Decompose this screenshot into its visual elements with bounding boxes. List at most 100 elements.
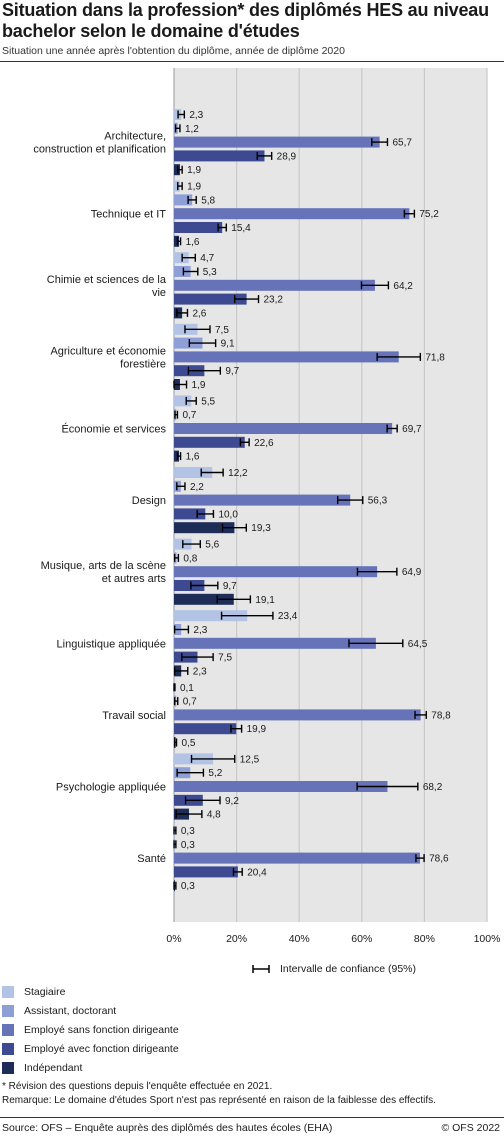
data-label: 5,2	[208, 768, 222, 779]
chart-title: Situation dans la profession* des diplôm…	[2, 0, 489, 41]
data-label: 64,5	[408, 639, 428, 650]
data-label: 5,6	[205, 540, 219, 551]
data-label: 0,7	[182, 410, 196, 421]
bar	[174, 208, 410, 220]
data-label: 1,9	[187, 165, 201, 176]
ci-whisker-icon	[252, 965, 270, 973]
bar	[174, 508, 206, 520]
bar	[174, 593, 234, 605]
data-label: 19,1	[255, 595, 275, 606]
data-label: 0,8	[183, 553, 197, 564]
data-label: 2,2	[190, 482, 204, 493]
data-label: 0,1	[180, 683, 194, 694]
data-label: 15,4	[231, 223, 251, 234]
data-label: 10,0	[218, 509, 238, 520]
bar	[174, 222, 223, 233]
bar	[174, 494, 351, 506]
legend-swatch	[2, 1043, 14, 1055]
data-label: 78,8	[431, 710, 451, 721]
legend-label: Indépendant	[24, 1062, 83, 1074]
legend-label: Employé sans fonction dirigeante	[24, 1024, 179, 1036]
category-label: vie	[152, 287, 166, 299]
data-label: 7,5	[215, 325, 229, 336]
x-tick-label: 0%	[166, 933, 181, 945]
bar	[174, 279, 375, 291]
data-label: 78,6	[429, 854, 449, 865]
data-label: 2,6	[192, 308, 206, 319]
bar-chart: 0% 20% 40% 60% 80% 100% Architecture,construct…	[33, 68, 500, 945]
category-label: Musique, arts de la scène	[41, 560, 166, 572]
data-label: 1,2	[185, 124, 199, 135]
data-label: 9,2	[225, 796, 239, 807]
legend-label: Assistant, doctorant	[24, 1005, 117, 1017]
data-label: 64,9	[402, 567, 422, 578]
bar	[174, 180, 180, 192]
bar	[174, 522, 235, 534]
category-label: Architecture,	[104, 131, 166, 143]
bar	[174, 709, 421, 721]
data-label: 69,7	[402, 424, 422, 435]
legend-swatch	[2, 1024, 14, 1036]
data-label: 1,9	[187, 182, 201, 193]
data-label: 0,3	[181, 881, 195, 892]
bar	[174, 610, 248, 622]
data-label: 64,2	[393, 281, 413, 292]
legend-swatch	[2, 986, 14, 998]
bar	[174, 351, 399, 363]
bar	[174, 637, 376, 649]
data-label: 5,3	[203, 267, 217, 278]
category-label: forestière	[120, 358, 166, 370]
x-tick-label: 20%	[226, 933, 247, 945]
data-label: 56,3	[368, 496, 388, 507]
bar	[174, 436, 245, 448]
data-label: 20,4	[247, 867, 267, 878]
data-label: 23,4	[278, 611, 298, 622]
bar	[174, 395, 192, 407]
category-label: construction et planification	[33, 144, 166, 156]
data-label: 1,9	[192, 380, 206, 391]
footnote: * Révision des questions depuis l'enquêt…	[2, 1081, 273, 1092]
bar	[174, 723, 237, 735]
bar	[174, 781, 388, 792]
bar	[174, 194, 193, 206]
category-label: Travail social	[102, 710, 166, 722]
data-label: 71,8	[425, 352, 445, 363]
ci-legend-label: Intervalle de confiance (95%)	[280, 963, 416, 975]
bar	[174, 866, 238, 878]
data-label: 5,8	[201, 195, 215, 206]
data-label: 2,3	[193, 625, 207, 636]
data-label: 1,6	[186, 452, 200, 463]
data-label: 12,5	[240, 754, 260, 765]
category-label: Design	[132, 495, 166, 507]
source-note: Source: OFS – Enquête auprès des diplômé…	[2, 1122, 333, 1134]
data-label: 0,3	[181, 826, 195, 837]
bar	[174, 164, 180, 176]
data-label: 19,9	[247, 724, 267, 735]
data-label: 28,9	[277, 151, 297, 162]
category-label: Technique et IT	[91, 209, 166, 221]
chart-subtitle: Situation une année après l'obtention du…	[2, 45, 345, 57]
x-tick-label: 40%	[289, 933, 310, 945]
x-tick-label: 60%	[351, 933, 372, 945]
bar	[174, 467, 213, 478]
bar	[174, 266, 191, 277]
data-label: 0,3	[181, 840, 195, 851]
bar	[174, 235, 180, 247]
copyright: © OFS 2022	[441, 1122, 500, 1134]
data-label: 5,5	[201, 396, 215, 407]
bar	[174, 580, 205, 591]
data-label: 2,3	[193, 666, 207, 677]
category-label: Psychologie appliquée	[56, 782, 166, 794]
legend-label: Stagiaire	[24, 986, 66, 998]
bar	[174, 852, 421, 864]
data-label: 9,7	[223, 581, 237, 592]
data-label: 0,5	[182, 738, 196, 749]
data-label: 22,6	[254, 438, 274, 449]
data-label: 0,7	[183, 697, 197, 708]
data-label: 9,1	[221, 339, 235, 350]
data-label: 12,2	[228, 468, 248, 479]
bar	[174, 450, 180, 462]
data-label: 7,5	[218, 653, 232, 664]
data-label: 75,2	[419, 209, 439, 220]
bar	[174, 136, 380, 148]
